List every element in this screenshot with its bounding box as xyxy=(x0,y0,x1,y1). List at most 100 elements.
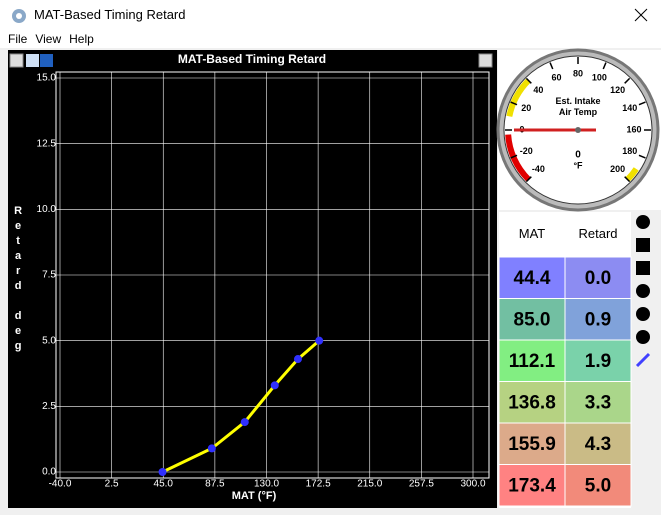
chart-panel xyxy=(8,50,497,508)
tool-button[interactable] xyxy=(636,307,650,321)
tool-button[interactable] xyxy=(636,261,650,275)
table-cell xyxy=(564,464,632,507)
data-point xyxy=(207,444,216,453)
table-cell xyxy=(564,339,632,382)
data-point xyxy=(315,336,324,345)
table-cell xyxy=(564,422,632,465)
title-bar: MAT-Based Timing Retard xyxy=(0,0,661,30)
gauge-tick xyxy=(525,77,532,84)
x-tick-label: 87.5 xyxy=(205,479,225,490)
gauge-title-line: Air Temp xyxy=(559,107,598,117)
gauge-tick xyxy=(638,154,646,159)
gauge-tick-label: -20 xyxy=(520,146,533,156)
gauge-tick-label: 140 xyxy=(622,103,637,113)
table-cell-text: 5.0 xyxy=(585,475,611,496)
table-cell xyxy=(498,256,566,299)
table-cell-text: 3.3 xyxy=(585,392,611,413)
gauge-zone xyxy=(506,78,531,118)
close-button[interactable] xyxy=(631,5,651,25)
table-cell xyxy=(564,256,632,299)
panel-button[interactable] xyxy=(478,53,493,68)
table-header: MAT xyxy=(519,226,546,241)
gauge-tick-label: 200 xyxy=(610,164,625,174)
gauge-tick-label: 100 xyxy=(592,73,607,83)
gauge-hub xyxy=(575,127,581,133)
gauge-tick-label: 20 xyxy=(521,103,531,113)
gauge-tick xyxy=(510,154,518,159)
y-tick-label: 5.0 xyxy=(42,335,56,346)
data-point xyxy=(240,418,249,427)
gauge-unit: °F xyxy=(573,160,583,170)
y-tick-label: 0.0 xyxy=(42,467,56,478)
y-tick-label: 15.0 xyxy=(37,73,57,84)
table-cell-text: 0.9 xyxy=(585,309,611,330)
y-tick-label: 7.5 xyxy=(42,270,56,281)
y-axis-label: Retard deg xyxy=(12,205,24,355)
x-tick-label: -40.0 xyxy=(49,479,72,490)
toolbar xyxy=(635,215,651,368)
x-tick-label: 130.0 xyxy=(254,479,279,490)
x-tick-label: 300.0 xyxy=(460,479,485,490)
table-cell-text: 136.8 xyxy=(508,392,556,413)
gauge-value: 0 xyxy=(575,150,581,161)
y-tick-label: 12.5 xyxy=(37,138,57,149)
help-button[interactable] xyxy=(40,54,53,67)
panel-button[interactable] xyxy=(9,53,24,68)
gauge-tick-label: 80 xyxy=(573,68,583,78)
tool-button[interactable] xyxy=(635,352,651,368)
gauge-tick xyxy=(638,101,646,106)
x-tick-label: 172.5 xyxy=(306,479,331,490)
tool-button[interactable] xyxy=(636,284,650,298)
gauge-title-line: Est. Intake xyxy=(555,96,600,106)
table-cell xyxy=(498,464,566,507)
y-tick-label: 2.5 xyxy=(42,401,56,412)
chart-title: MAT-Based Timing Retard xyxy=(178,52,326,66)
table-cell-text: 44.4 xyxy=(514,268,551,289)
x-tick-label: 257.5 xyxy=(409,479,434,490)
table-cell-text: 4.3 xyxy=(585,434,611,455)
app-icon xyxy=(12,9,26,23)
table-header: Retard xyxy=(578,226,617,241)
y-tick-label: 10.0 xyxy=(37,204,57,215)
table-cell-text: 1.9 xyxy=(585,351,611,372)
menu-item[interactable]: View xyxy=(35,32,62,46)
data-point xyxy=(293,355,302,364)
panel-button[interactable] xyxy=(26,54,39,67)
gauge-tick-label: 40 xyxy=(533,85,543,95)
tool-button[interactable] xyxy=(636,330,650,344)
table-cell xyxy=(498,339,566,382)
gauge-title: Est. Intake Air Temp xyxy=(555,96,600,117)
gauge-tick-label: 120 xyxy=(610,85,625,95)
menu-bar: File View Help xyxy=(0,30,661,48)
x-tick-label: 215.0 xyxy=(357,479,382,490)
tool-button[interactable] xyxy=(636,215,650,229)
menu-item[interactable]: Help xyxy=(69,32,94,46)
table-cell-text: 155.9 xyxy=(508,434,556,455)
data-point xyxy=(270,381,279,390)
table-cell xyxy=(498,298,566,341)
gauge-tick-label: 180 xyxy=(622,146,637,156)
gauge-tick xyxy=(624,176,631,183)
gauge-tick xyxy=(549,62,554,70)
gauge-zone xyxy=(505,134,531,182)
table-cell-text: 85.0 xyxy=(514,309,551,330)
table-cell xyxy=(498,381,566,424)
menu-item[interactable]: File xyxy=(8,32,28,46)
gauge-tick-label: 160 xyxy=(626,124,641,134)
gauge-tick xyxy=(624,77,631,84)
gauge-tick-label: -40 xyxy=(532,164,545,174)
table-cell-text: 173.4 xyxy=(508,475,556,496)
x-axis-label: MAT (°F) xyxy=(232,490,277,502)
table-cell xyxy=(564,381,632,424)
data-line xyxy=(161,339,321,474)
window-title: MAT-Based Timing Retard xyxy=(34,7,186,22)
table-cell xyxy=(564,298,632,341)
tool-button[interactable] xyxy=(636,238,650,252)
gauge-tick xyxy=(602,62,607,70)
x-tick-label: 45.0 xyxy=(154,479,174,490)
table-cell-text: 112.1 xyxy=(509,351,556,372)
gauge-tick-label: 60 xyxy=(552,73,562,83)
x-tick-label: 2.5 xyxy=(105,479,119,490)
